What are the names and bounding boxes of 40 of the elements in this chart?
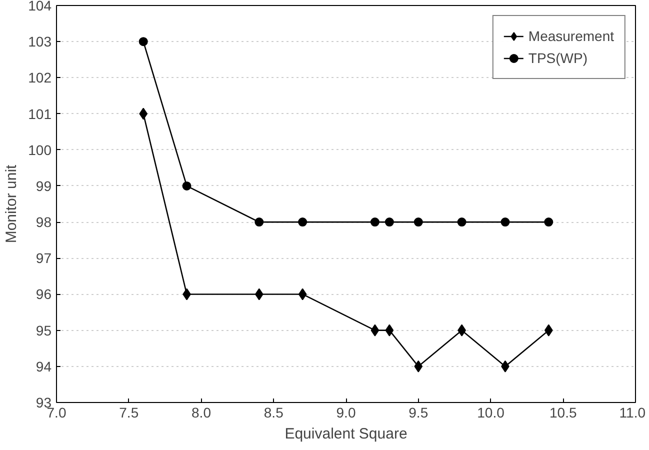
y-tick-label: 99 (36, 178, 52, 194)
x-tick-label: 8.0 (192, 404, 212, 420)
x-tick-label: 7.5 (119, 404, 139, 420)
point (182, 181, 192, 190)
y-tick-label: 98 (36, 214, 52, 230)
y-tick-label: 101 (28, 106, 52, 122)
point (500, 218, 510, 227)
x-tick-label: 8.5 (264, 404, 284, 420)
point (414, 360, 423, 372)
legend-label: TPS(WP) (528, 50, 588, 66)
point (139, 108, 148, 120)
point (384, 218, 394, 227)
point (298, 288, 307, 300)
point (544, 218, 554, 227)
y-tick-label: 104 (28, 0, 52, 14)
x-tick-label: 9.5 (408, 404, 428, 420)
x-tick-label: 11.0 (619, 404, 646, 420)
legend-label: Measurement (528, 28, 614, 44)
x-tick-label: 9.0 (336, 404, 356, 420)
y-axis-title: Monitor unit (3, 164, 20, 244)
point (370, 324, 380, 336)
point (298, 218, 308, 227)
y-tick-label: 96 (36, 286, 52, 302)
point (414, 218, 423, 227)
x-tick-label: 10.5 (550, 404, 577, 420)
point (254, 288, 264, 300)
point (138, 37, 148, 46)
y-tick-label: 97 (36, 250, 52, 266)
point (370, 218, 380, 227)
x-tick-label: 10.0 (477, 404, 505, 420)
y-tick-label: 100 (28, 142, 52, 158)
y-tick-label: 94 (36, 358, 52, 374)
point (385, 324, 394, 336)
point (544, 324, 553, 336)
y-tick-label: 95 (36, 322, 52, 338)
y-tick-label: 102 (28, 70, 52, 86)
point (457, 218, 466, 227)
point (254, 218, 264, 227)
x-axis-title: Equivalent Square (284, 426, 408, 442)
y-tick-label: 103 (28, 34, 52, 50)
